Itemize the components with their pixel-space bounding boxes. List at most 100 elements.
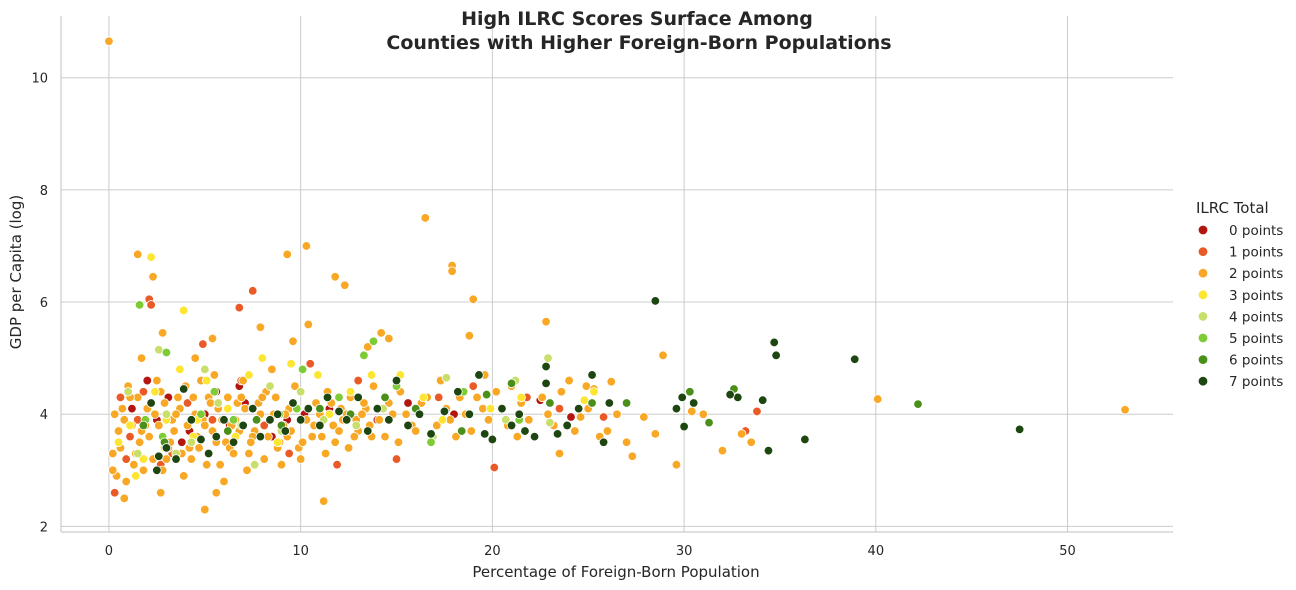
- data-point-2-111: [746, 437, 756, 447]
- y-tick-label-0: 2: [40, 520, 48, 535]
- data-point-3-0: [146, 252, 156, 262]
- data-point-0-15: [566, 412, 576, 422]
- data-point-2-177: [119, 415, 129, 425]
- data-point-7-37: [384, 415, 394, 425]
- data-point-2-174: [602, 426, 613, 436]
- data-point-2-36: [200, 504, 210, 515]
- data-point-2-184: [159, 398, 170, 408]
- data-point-7-64: [146, 398, 156, 408]
- data-point-3-5: [150, 387, 160, 397]
- data-point-2-105: [621, 437, 632, 447]
- data-point-3-4: [138, 454, 149, 464]
- data-point-3-7: [175, 364, 185, 375]
- data-point-2-165: [483, 415, 494, 425]
- data-point-2-169: [537, 392, 547, 403]
- data-point-2-29: [255, 322, 266, 332]
- data-point-7-24: [514, 409, 524, 419]
- data-point-2-201: [257, 392, 268, 403]
- data-point-5-0: [134, 300, 145, 310]
- data-point-7-47: [288, 398, 298, 408]
- series-3: [113, 252, 599, 481]
- data-point-7-57: [203, 448, 214, 459]
- legend-label-7: 7 points: [1229, 374, 1283, 390]
- data-point-3-29: [324, 409, 335, 419]
- data-point-1-20: [489, 462, 499, 473]
- data-point-7-0: [650, 296, 661, 306]
- data-point-2-11: [541, 316, 551, 327]
- data-point-1-15: [332, 459, 342, 470]
- data-point-1-10: [207, 415, 218, 425]
- data-point-2-33: [157, 328, 168, 338]
- data-point-2-35: [318, 496, 329, 506]
- data-point-7-17: [573, 403, 584, 414]
- data-point-3-25: [131, 471, 141, 481]
- data-point-2-190: [194, 443, 204, 453]
- data-point-3-17: [366, 370, 377, 380]
- data-point-7-52: [248, 403, 258, 414]
- chart-title-line-2: Counties with Higher Foreign-Born Popula…: [386, 32, 891, 54]
- data-point-3-11: [244, 370, 254, 380]
- chart-title-line-1: High ILRC Scores Surface Among: [461, 8, 813, 30]
- data-point-7-5: [800, 434, 810, 445]
- data-point-1-7: [198, 339, 208, 349]
- data-point-2-25: [384, 333, 394, 344]
- data-point-2-141: [276, 459, 287, 470]
- data-point-7-45: [303, 403, 314, 414]
- data-point-2-64: [238, 375, 248, 386]
- data-point-7-36: [391, 375, 402, 386]
- data-point-1-5: [234, 302, 245, 313]
- data-point-2-148: [328, 420, 338, 431]
- data-point-4-17: [545, 417, 555, 428]
- data-point-6-10: [380, 392, 390, 403]
- data-point-2-215: [357, 409, 367, 419]
- data-point-2-195: [223, 392, 233, 403]
- data-point-1-14: [305, 359, 315, 369]
- data-point-2-69: [267, 364, 277, 375]
- data-point-2-183: [154, 420, 164, 431]
- data-point-7-46: [295, 415, 306, 425]
- data-point-1-13: [284, 448, 294, 459]
- data-point-7-12: [671, 403, 682, 414]
- data-point-7-60: [179, 384, 189, 394]
- data-point-2-196: [228, 448, 239, 459]
- data-point-7-3: [850, 354, 860, 364]
- data-point-7-21: [541, 361, 551, 372]
- data-point-2-41: [108, 448, 118, 459]
- data-point-7-39: [363, 426, 373, 436]
- data-point-7-49: [272, 409, 283, 419]
- data-point-2-0: [104, 36, 114, 46]
- data-point-7-26: [497, 403, 507, 414]
- data-point-2-39: [119, 493, 129, 504]
- data-point-2-128: [202, 459, 212, 470]
- data-point-2-131: [219, 476, 229, 487]
- x-tick-label-4: 40: [868, 544, 885, 559]
- data-point-2-114: [121, 476, 131, 487]
- data-point-6-6: [506, 378, 517, 389]
- data-point-5-8: [297, 364, 308, 375]
- data-point-7-22: [529, 431, 540, 442]
- data-point-6-19: [587, 398, 597, 408]
- data-point-4-2: [161, 409, 172, 419]
- data-point-2-119: [150, 409, 160, 419]
- data-point-3-20: [437, 415, 448, 425]
- data-point-1-1: [115, 392, 126, 403]
- data-point-7-20: [541, 378, 551, 389]
- data-point-5-16: [209, 387, 220, 397]
- data-point-1-4: [146, 300, 156, 310]
- data-point-2-46: [134, 437, 145, 447]
- data-point-7-55: [219, 415, 229, 425]
- data-point-2-158: [410, 426, 421, 436]
- data-point-7-43: [322, 392, 333, 403]
- data-point-4-1: [132, 448, 143, 459]
- data-point-6-18: [138, 420, 149, 431]
- data-point-2-108: [687, 406, 697, 417]
- data-point-3-21: [485, 403, 496, 414]
- data-point-2-65: [244, 448, 254, 459]
- legend-marker-5: [1197, 332, 1209, 344]
- data-point-7-38: [372, 403, 383, 414]
- data-point-2-107: [650, 429, 661, 439]
- data-point-7-9: [725, 389, 735, 400]
- data-point-7-23: [520, 426, 530, 436]
- data-point-2-78: [330, 437, 340, 447]
- data-point-4-8: [295, 387, 306, 397]
